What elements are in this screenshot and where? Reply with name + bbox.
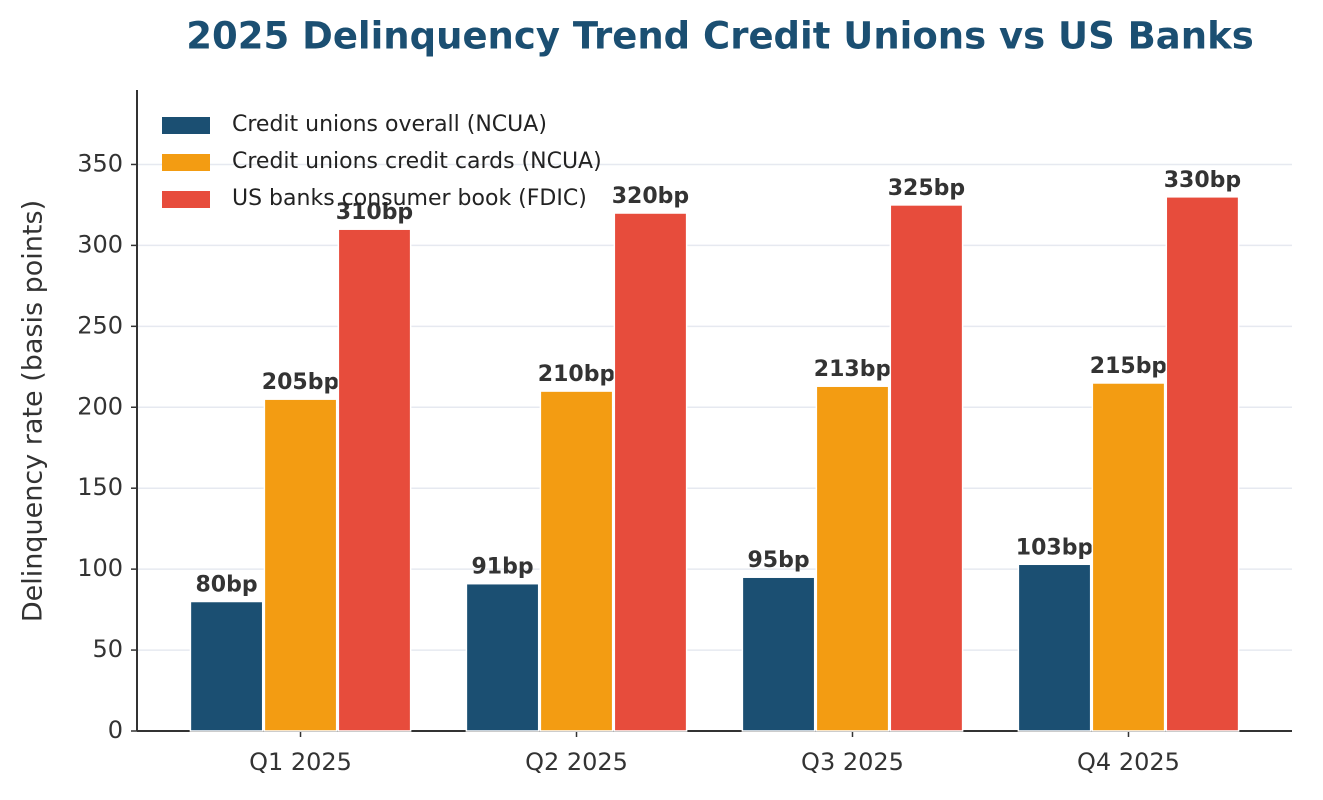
legend-label: US banks consumer book (FDIC) <box>232 186 587 211</box>
legend-swatch <box>162 117 210 134</box>
y-tick-label: 100 <box>77 554 123 582</box>
x-tick-label: Q1 2025 <box>249 748 352 776</box>
x-tick-label: Q4 2025 <box>1077 748 1180 776</box>
y-tick-label: 150 <box>77 473 123 501</box>
bar <box>189 600 264 732</box>
legend-swatch <box>162 154 210 171</box>
value-label: 330bp <box>1164 168 1241 193</box>
value-label: 320bp <box>612 184 689 209</box>
chart-title: 2025 Delinquency Trend Credit Unions vs … <box>186 15 1254 58</box>
value-label: 215bp <box>1090 354 1167 379</box>
bar <box>815 385 890 732</box>
y-tick-label: 200 <box>77 392 123 420</box>
bar <box>1017 563 1092 732</box>
value-label: 95bp <box>747 548 809 573</box>
y-tick-label: 300 <box>77 230 123 258</box>
x-tick-label: Q3 2025 <box>801 748 904 776</box>
value-label: 213bp <box>814 357 891 382</box>
y-axis-label: Delinquency rate (basis points) <box>18 200 49 622</box>
value-label: 210bp <box>538 362 615 387</box>
bar <box>1091 382 1166 732</box>
legend-label: Credit unions credit cards (NCUA) <box>232 149 602 174</box>
value-label: 103bp <box>1016 535 1093 560</box>
legend-swatch <box>162 191 210 208</box>
value-label: 325bp <box>888 176 965 201</box>
legend-label: Credit unions overall (NCUA) <box>232 112 547 137</box>
bar <box>263 398 338 732</box>
value-label: 91bp <box>471 555 533 580</box>
y-tick-label: 250 <box>77 311 123 339</box>
x-tick-label: Q2 2025 <box>525 748 628 776</box>
value-label: 205bp <box>262 370 339 395</box>
y-tick-label: 50 <box>92 635 123 663</box>
bar <box>741 576 816 732</box>
bar <box>613 212 688 732</box>
value-label: 310bp <box>336 200 413 225</box>
bar <box>465 582 540 732</box>
value-label: 80bp <box>195 573 257 598</box>
bar <box>539 390 614 732</box>
bar <box>889 204 964 732</box>
bar <box>1165 196 1240 732</box>
y-tick-label: 350 <box>77 149 123 177</box>
bar <box>337 228 412 732</box>
y-tick-label: 0 <box>108 716 123 744</box>
